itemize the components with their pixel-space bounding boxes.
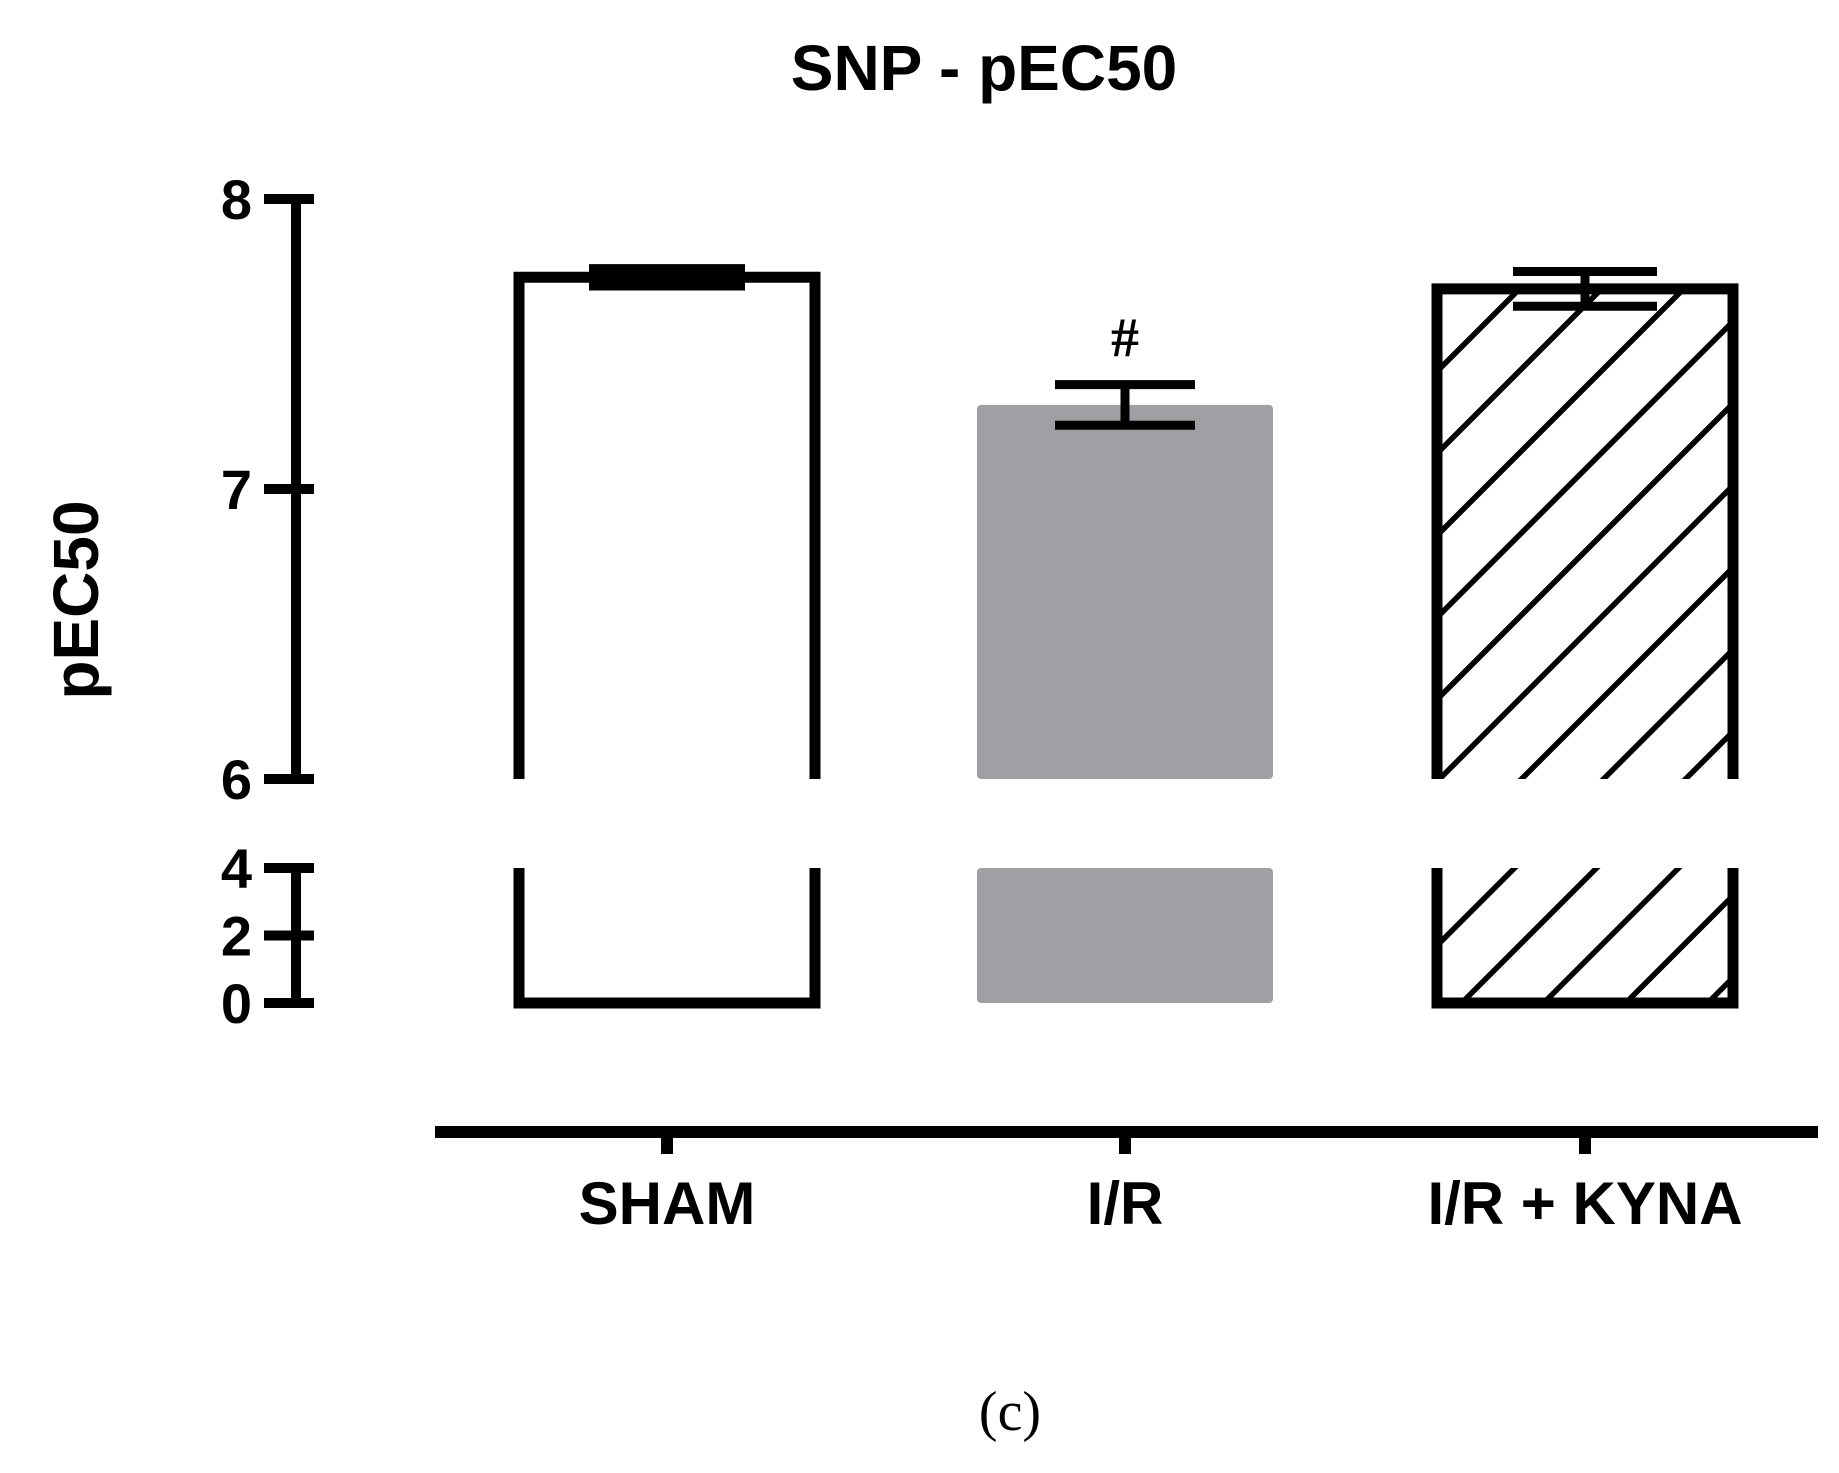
- bar-2: [1431, 267, 1739, 1009]
- bars: #: [513, 264, 1739, 1009]
- panel-label: (c): [979, 1381, 1041, 1443]
- bar-1: #: [977, 308, 1273, 1003]
- bar-upper-outline: [513, 271, 821, 779]
- y-lower-tick-label-1: 2: [221, 905, 252, 968]
- bar-lower: [977, 868, 1273, 1003]
- bar-lower-hatch: [1437, 868, 1733, 1003]
- y-ticks: 6 7 8 024: [221, 168, 314, 1035]
- bar-lower-outline: [1431, 868, 1739, 1009]
- bar-0: [513, 264, 821, 1009]
- bar-upper: [977, 404, 1273, 779]
- chart-title: SNP - pEC50: [791, 32, 1178, 104]
- error-bar-band: [589, 268, 745, 286]
- significance-marker: #: [1111, 308, 1139, 370]
- y-lower-tick-label-0: 0: [221, 972, 252, 1035]
- y-upper-tick-label-0: 6: [221, 748, 252, 811]
- x-categories: SHAM I/R I/R + KYNA: [579, 1132, 1743, 1237]
- bar-lower-outline: [513, 868, 821, 1009]
- x-tick-label-2: I/R + KYNA: [1427, 1170, 1742, 1237]
- y-axis-label: pEC50: [40, 500, 112, 699]
- x-tick-label-0: SHAM: [579, 1170, 756, 1237]
- bar-upper-hatch: [1437, 288, 1733, 779]
- x-tick-label-1: I/R: [1087, 1170, 1164, 1237]
- y-upper-tick-label-2: 8: [221, 168, 252, 231]
- y-upper-tick-label-1: 7: [221, 458, 252, 521]
- y-lower-tick-label-2: 4: [221, 837, 252, 900]
